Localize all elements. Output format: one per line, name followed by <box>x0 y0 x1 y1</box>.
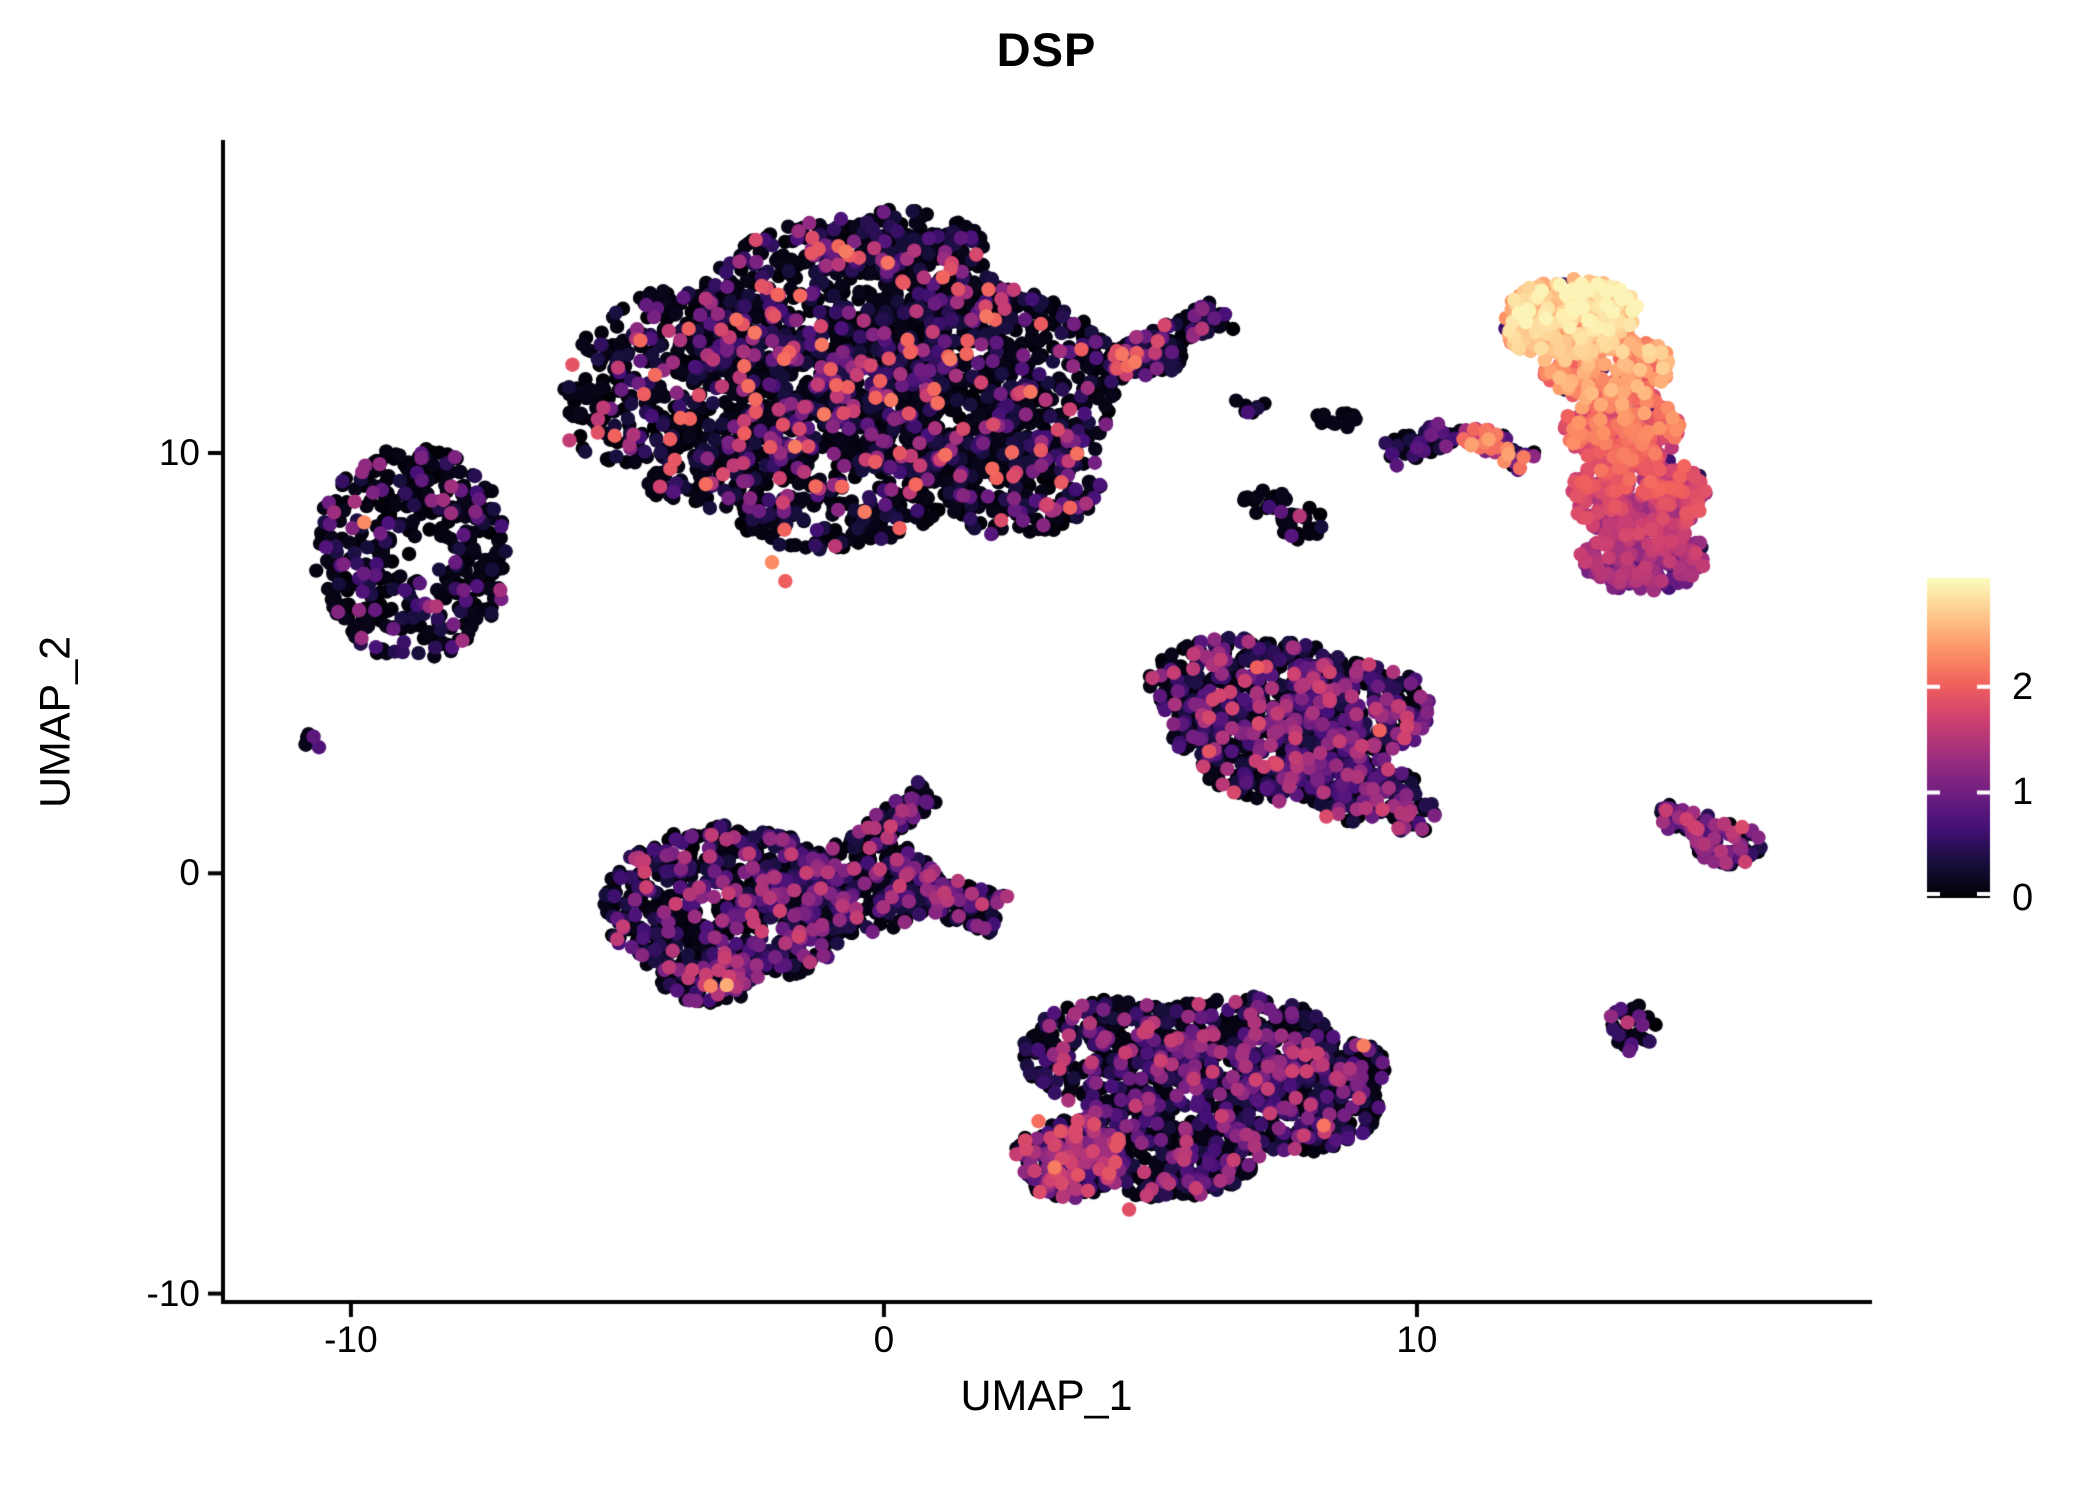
colorbar-tick-label: 1 <box>2012 771 2034 814</box>
y-tick-label: 10 <box>158 432 200 473</box>
x-tick-label: 10 <box>1396 1319 1438 1360</box>
y-axis-label: UMAP_2 <box>31 635 80 809</box>
x-tick-label: 0 <box>873 1319 895 1360</box>
colorbar-tick-label: 2 <box>2012 665 2034 708</box>
y-tick-label: 0 <box>179 852 200 894</box>
colorbar-tick-label: 0 <box>2012 877 2034 919</box>
plot-title: DSP <box>996 23 1097 76</box>
x-tick-label: -10 <box>324 1319 378 1360</box>
y-tick-label: -10 <box>146 1272 200 1314</box>
x-axis-label: UMAP_1 <box>960 1372 1133 1420</box>
